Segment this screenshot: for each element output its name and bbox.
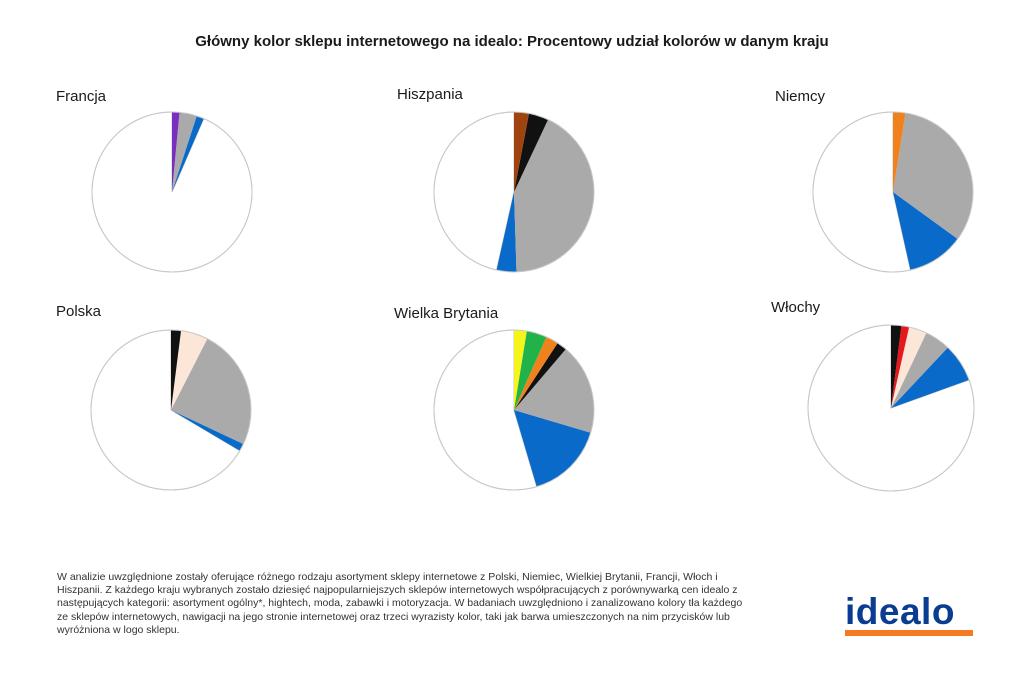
pie-slice-black — [171, 330, 182, 410]
pie-slice-grey — [171, 338, 252, 445]
pie-slice-purple — [172, 112, 180, 192]
pie-outline — [433, 111, 595, 273]
pie-outline — [812, 111, 974, 273]
pie-slice-grey — [514, 349, 594, 433]
pie-slice-green — [514, 331, 547, 410]
pie-title-wielka-brytania: Wielka Brytania — [394, 305, 499, 322]
pie-outline — [90, 329, 252, 491]
pie-slice-orange — [893, 112, 906, 192]
pie-slice-blue — [172, 115, 204, 192]
pie-slice-blue — [514, 410, 591, 487]
idealo-logo: idealo — [845, 591, 975, 640]
pie-title-polska: Polska — [56, 303, 102, 320]
pie-slice-black — [891, 325, 902, 408]
pie-outline — [91, 111, 253, 273]
pie-slice-grey — [172, 112, 197, 192]
pie-title-francja: Francja — [56, 88, 107, 105]
page-title: Główny kolor sklepu internetowego na ide… — [195, 33, 829, 50]
pie-slice-brown — [514, 112, 529, 192]
pie-slice-red — [891, 325, 910, 408]
pie-slice-black — [514, 113, 549, 192]
pie-slice-yellow — [514, 330, 527, 410]
pie-title-niemcy: Niemcy — [775, 88, 826, 105]
pie-slice-black — [514, 342, 566, 410]
pie-slice-cream — [171, 330, 208, 410]
pie-outline — [433, 329, 595, 491]
logo-underline — [845, 630, 973, 636]
pie-outline — [807, 324, 975, 492]
logo-text: idealo — [845, 591, 955, 632]
pie-slice-grey — [893, 112, 973, 240]
methodology-note: W analizie uwzględnione zostały oferując… — [57, 571, 743, 636]
pie-slice-blue — [893, 192, 958, 271]
pie-title-wlochy: Włochy — [771, 299, 821, 316]
pie-slice-orange — [514, 336, 558, 410]
pie-title-hiszpania: Hiszpania — [397, 86, 463, 103]
pie-slice-cream — [891, 327, 927, 408]
pie-slice-blue — [891, 347, 970, 408]
pie-slice-blue — [496, 192, 517, 272]
pie-slice-grey — [514, 119, 595, 272]
pie-slice-grey — [891, 332, 948, 408]
pie-slice-blue — [171, 410, 244, 451]
